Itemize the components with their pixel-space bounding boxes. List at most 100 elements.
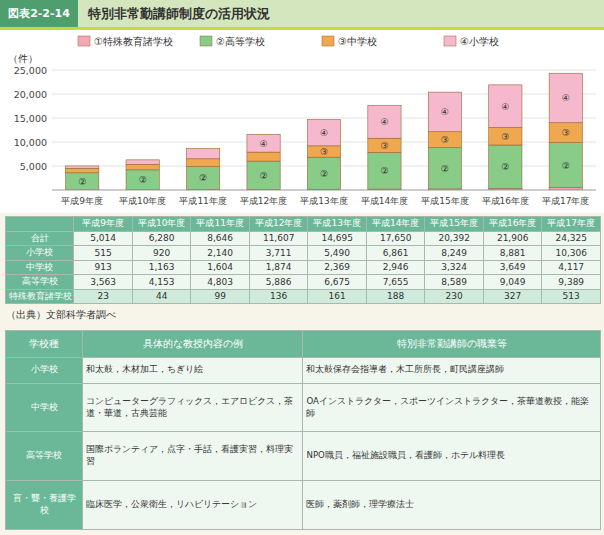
segment-number: ④ (441, 107, 449, 117)
examples-row: 盲・聾・養護学校臨床医学，公衆衛生，リハビリテーション医師，薬剤師，理学療法士 (6, 481, 601, 530)
legend-number: ① (94, 36, 103, 47)
x-tick-label: 平成16年度 (482, 196, 529, 206)
bar-segment (489, 85, 522, 128)
table-value: 161 (308, 289, 367, 304)
table-value: 188 (366, 289, 425, 304)
bar-segment (489, 145, 522, 188)
table-value: 20,392 (425, 231, 484, 246)
table-corner (6, 217, 74, 232)
segment-number: ③ (562, 128, 570, 138)
table-value: 3,563 (74, 275, 133, 290)
legend-number: ② (216, 36, 225, 47)
examples-row: 高等学校国際ボランティア，点字・手話，看護実習，料理実習NPO職員，福祉施設職員… (6, 432, 601, 481)
example-text: 和太鼓，木材加工，ちぎり絵 (83, 358, 303, 383)
table-row: 高等学校3,5634,1534,8035,8866,6757,6558,5899… (6, 275, 601, 290)
table-year: 平成11年度 (191, 217, 250, 232)
example-text: OAインストラクター，スポーツインストラクター，茶華道教授，能楽師 (303, 383, 601, 432)
table-value: 99 (191, 289, 250, 304)
legend-number: ③ (338, 36, 347, 47)
x-tick-label: 平成13年度 (300, 196, 347, 206)
table-row: 合計5,0146,2808,64611,60714,69517,65020,39… (6, 231, 601, 246)
bar-segment (247, 134, 280, 152)
segment-number: ② (78, 177, 86, 187)
bar-segment (186, 148, 219, 158)
segment-number: ④ (320, 128, 328, 138)
table-row-label: 特殊教育諸学校 (6, 289, 74, 304)
table-value: 3,711 (249, 246, 308, 261)
examples-header: 特別非常勤講師の職業等 (303, 331, 601, 358)
bar-segment (489, 127, 522, 145)
table-header-row: 平成9年度平成10年度平成11年度平成12年度平成13年度平成14年度平成15年… (6, 217, 601, 232)
example-text: 臨床医学，公衆衛生，リハビリテーション (83, 481, 303, 530)
bar-segment (368, 152, 401, 189)
table-row-label: 合計 (6, 231, 74, 246)
segment-number: ③ (380, 141, 388, 151)
bar-segment (307, 119, 340, 145)
bar-segment (247, 152, 280, 161)
x-tick-label: 平成11年度 (179, 196, 226, 206)
x-tick-label: 平成14年度 (361, 196, 408, 206)
examples-row: 小学校和太鼓，木材加工，ちぎり絵和太鼓保存会指導者，木工所所長，町民講座講師 (6, 358, 601, 383)
example-text: 医師，薬剤師，理学療法士 (303, 481, 601, 530)
legend-entry: ④小学校 (460, 36, 499, 47)
bar-segment (126, 164, 159, 170)
bar-segment (126, 160, 159, 164)
examples-header: 具体的な教授内容の例 (83, 331, 303, 358)
x-tick-label: 平成9年度 (61, 196, 103, 206)
table-row-label: 高等学校 (6, 275, 74, 290)
legend-number: ④ (460, 36, 469, 47)
table-row: 小学校5159202,1403,7115,4906,8618,2498,8811… (6, 246, 601, 261)
segment-number: ② (501, 162, 509, 172)
table-value: 6,861 (366, 246, 425, 261)
y-tick-label: 20,000 (14, 89, 47, 100)
school-type: 盲・聾・養護学校 (6, 481, 83, 530)
bar-segment (428, 148, 461, 189)
segment-number: ③ (501, 132, 509, 142)
examples-header-row: 学校種具体的な教授内容の例特別非常勤講師の職業等 (6, 331, 601, 358)
segment-number: ② (260, 171, 268, 181)
x-axis (52, 190, 596, 191)
example-text: 国際ボランティア，点字・手話，看護実習，料理実習 (83, 432, 303, 481)
bar-segment (549, 73, 582, 122)
table-value: 6,675 (308, 275, 367, 290)
legend-name: 高等学校 (225, 36, 265, 47)
examples-header: 学校種 (6, 331, 83, 358)
legend-entry: ②高等学校 (216, 36, 265, 47)
grid-line (52, 70, 596, 71)
y-axis-label: （件） (8, 53, 38, 64)
segment-number: ④ (501, 102, 509, 112)
y-tick-label: 25,000 (14, 65, 47, 76)
examples-row: 中学校コンピューターグラフィックス，エアロビクス，茶道・華道，古典芸能OAインス… (6, 383, 601, 432)
bar-segment (307, 146, 340, 157)
table-year: 平成9年度 (74, 217, 133, 232)
table-value: 327 (483, 289, 542, 304)
table-year: 平成14年度 (366, 217, 425, 232)
table-value: 136 (249, 289, 308, 304)
table-value: 7,655 (366, 275, 425, 290)
table-value: 8,589 (425, 275, 484, 290)
examples-table: 学校種具体的な教授内容の例特別非常勤講師の職業等小学校和太鼓，木材加工，ちぎり絵… (5, 330, 601, 530)
y-tick-label: 15,000 (14, 113, 47, 124)
school-type: 高等学校 (6, 432, 83, 481)
legend-swatch (78, 36, 90, 46)
x-tick-label: 平成10年度 (119, 196, 166, 206)
bar-segment (126, 170, 159, 190)
bar-segment (428, 132, 461, 148)
table-value: 44 (132, 289, 191, 304)
example-text: NPO職員，福祉施設職員，看護師，ホテル料理長 (303, 432, 601, 481)
table-value: 4,117 (542, 260, 601, 275)
segment-labels: ②②②②②②②②②③③③③③④④④④④④ (78, 93, 570, 186)
bar-segment (368, 105, 401, 138)
table-year: 平成15年度 (425, 217, 484, 232)
segment-number: ④ (562, 93, 570, 103)
table-value: 5,014 (74, 231, 133, 246)
legend-name: 中学校 (347, 36, 377, 47)
bars (66, 73, 583, 190)
table-value: 1,604 (191, 260, 250, 275)
table-value: 913 (74, 260, 133, 275)
x-tick-label: 平成17年度 (542, 196, 589, 206)
table-value: 230 (425, 289, 484, 304)
table-year: 平成17年度 (542, 217, 601, 232)
bar-segment (549, 142, 582, 187)
title: 特別非常勤講師制度の活用状況 (88, 0, 270, 27)
